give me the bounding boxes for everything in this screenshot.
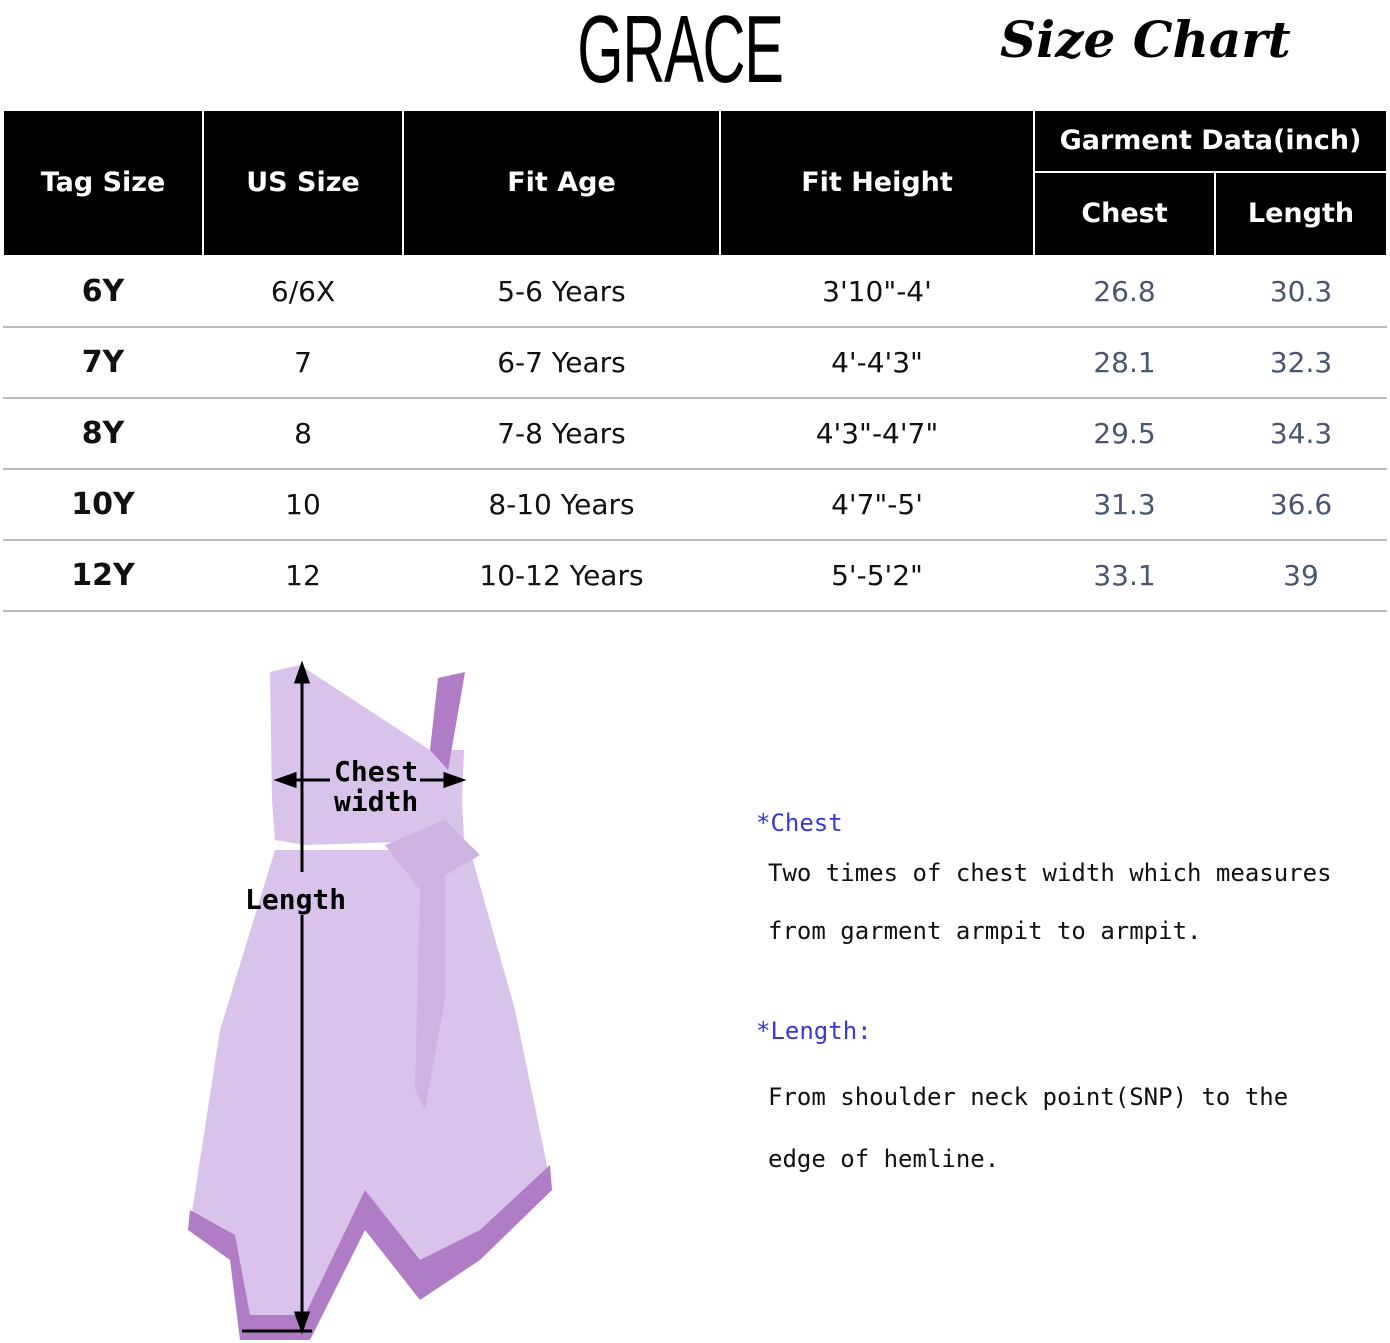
dress-skirt [190,850,550,1340]
chest-note-line2: from garment armpit to armpit. [768,917,1202,945]
header-chest: Chest [1033,171,1216,257]
table-row: 6Y 6/6X 5-6 Years 3'10"-4' 26.8 30.3 [3,256,1387,328]
fit-height-cell: 3'10"-4' [720,256,1034,328]
length-cell: 36.6 [1215,469,1387,541]
fit-age-cell: 10-12 Years [403,540,720,612]
length-cell: 30.3 [1215,256,1387,328]
header-length: Length [1214,171,1388,257]
chest-width-label-1: Chest [334,755,419,788]
us-size-cell: 8 [203,398,403,470]
chest-cell: 26.8 [1034,256,1215,328]
table-row: 10Y 10 8-10 Years 4'7"-5' 31.3 36.6 [3,469,1387,541]
chest-cell: 29.5 [1034,398,1215,470]
dress-bodice [270,665,464,845]
us-size-cell: 12 [203,540,403,612]
fit-height-cell: 4'7"-5' [720,469,1034,541]
tag-size-cell: 7Y [3,327,203,399]
dress-image [188,665,552,1340]
fit-height-cell: 4'-4'3" [720,327,1034,399]
length-note-line2: edge of hemline. [768,1145,1000,1173]
chest-width-label-2: width [334,785,419,818]
length-arrow [242,660,312,1335]
tag-size-cell: 8Y [3,398,203,470]
header-us-size: US Size [202,109,404,257]
table-row: 7Y 7 6-7 Years 4'-4'3" 28.1 32.3 [3,327,1387,399]
size-table: Tag Size US Size Fit Age Fit Height Garm… [2,109,1388,612]
page-title: Size Chart [1000,10,1291,69]
length-cell: 34.3 [1215,398,1387,470]
us-size-cell: 7 [203,327,403,399]
header-garment-data: Garment Data(inch) [1033,109,1388,173]
header-fit-height: Fit Height [719,109,1035,257]
length-note-heading: *Length: [756,1017,872,1045]
tag-size-cell: 12Y [3,540,203,612]
dress-sash [385,820,480,1110]
length-cell: 39 [1215,540,1387,612]
table-row: 8Y 8 7-8 Years 4'3"-4'7" 29.5 34.3 [3,398,1387,470]
chest-cell: 28.1 [1034,327,1215,399]
fit-age-cell: 8-10 Years [403,469,720,541]
us-size-cell: 10 [203,469,403,541]
fit-age-cell: 7-8 Years [403,398,720,470]
chest-cell: 33.1 [1034,540,1215,612]
dress-diagram [188,660,552,1340]
fit-age-cell: 6-7 Years [403,327,720,399]
length-cell: 32.3 [1215,327,1387,399]
chest-arrow [273,771,467,789]
length-note-line1: From shoulder neck point(SNP) to the [768,1083,1289,1111]
brand-logo: GRACE KARIN [577,0,784,200]
dress-hem-sequin [188,1165,552,1340]
header-fit-age: Fit Age [402,109,721,257]
chest-note-heading: *Chest [756,809,843,837]
header-tag-size: Tag Size [2,109,204,257]
fit-height-cell: 5'-5'2" [720,540,1034,612]
fit-height-cell: 4'3"-4'7" [720,398,1034,470]
chest-note-line1: Two times of chest width which measures [768,859,1332,887]
dress-strap [430,672,465,770]
tag-size-cell: 10Y [3,469,203,541]
length-label: Length [245,883,347,916]
us-size-cell: 6/6X [203,256,403,328]
fit-age-cell: 5-6 Years [403,256,720,328]
chest-cell: 31.3 [1034,469,1215,541]
table-row: 12Y 12 10-12 Years 5'-5'2" 33.1 39 [3,540,1387,612]
tag-size-cell: 6Y [3,256,203,328]
